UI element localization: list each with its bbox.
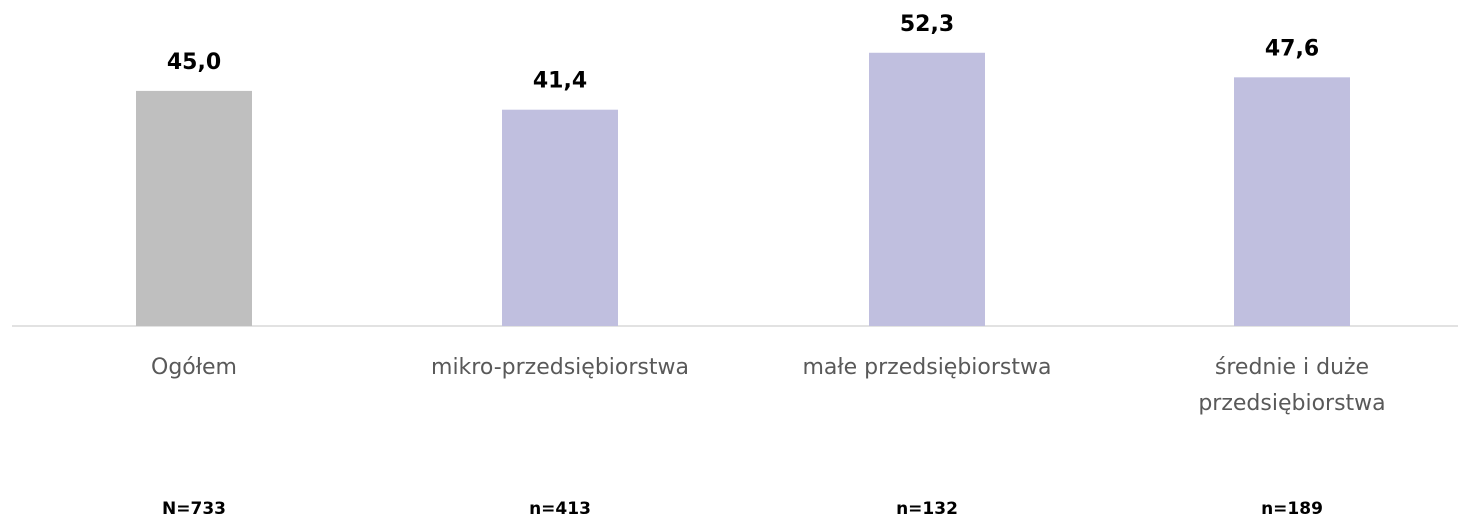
sample-size: n=189 bbox=[1261, 499, 1323, 519]
value-label: 52,3 bbox=[900, 12, 954, 37]
bar bbox=[136, 90, 252, 327]
category-label: małe przedsiębiorstwa bbox=[802, 355, 1052, 380]
bar bbox=[1234, 77, 1350, 326]
category-label: średnie i duże przedsiębiorstwa bbox=[1198, 355, 1386, 416]
value-label: 41,4 bbox=[533, 69, 587, 94]
value-label: 47,6 bbox=[1265, 36, 1319, 61]
sample-size: n=413 bbox=[529, 499, 591, 519]
bar bbox=[869, 52, 985, 327]
bar bbox=[502, 109, 618, 326]
value-label: 45,0 bbox=[167, 50, 221, 75]
category-label: Ogółem bbox=[151, 355, 237, 380]
sample-size: N=733 bbox=[162, 499, 226, 519]
sample-size: n=132 bbox=[896, 499, 958, 519]
category-label: mikro-przedsiębiorstwa bbox=[431, 355, 689, 380]
